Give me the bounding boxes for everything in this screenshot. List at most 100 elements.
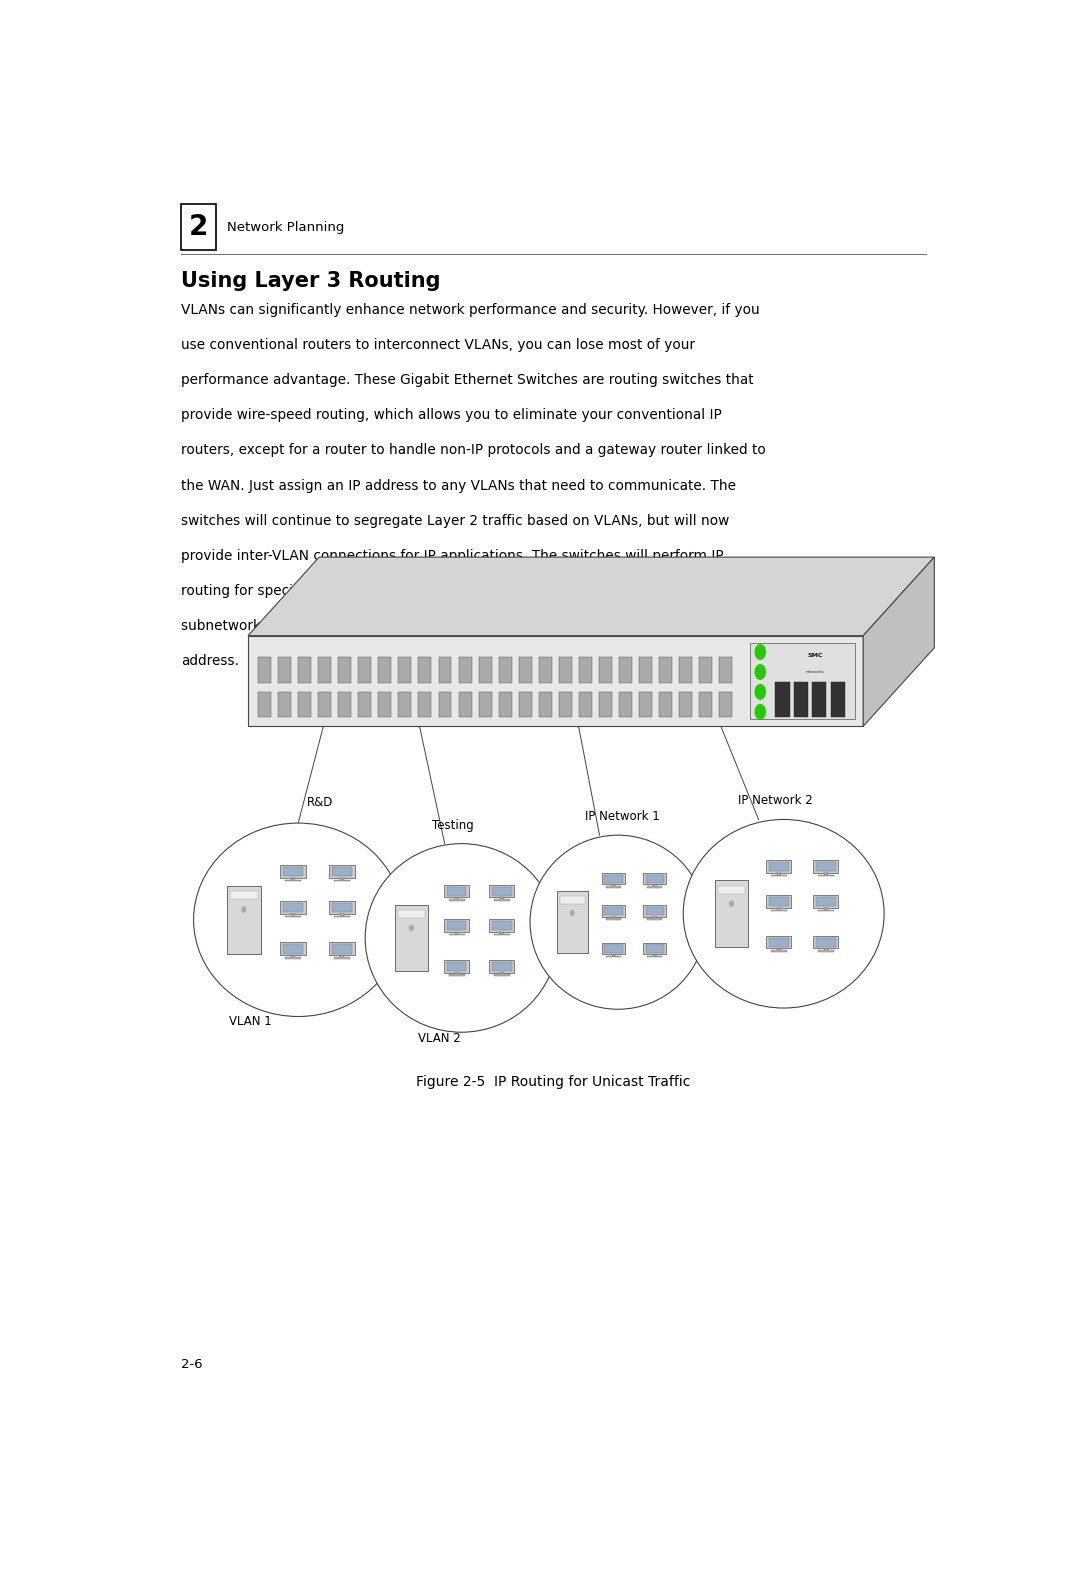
FancyBboxPatch shape bbox=[599, 658, 612, 683]
FancyBboxPatch shape bbox=[298, 692, 311, 717]
FancyBboxPatch shape bbox=[518, 658, 531, 683]
Circle shape bbox=[755, 705, 766, 719]
FancyBboxPatch shape bbox=[444, 884, 469, 896]
FancyBboxPatch shape bbox=[278, 658, 291, 683]
Text: provide inter-VLAN connections for IP applications. The switches will perform IP: provide inter-VLAN connections for IP ap… bbox=[181, 548, 724, 562]
FancyBboxPatch shape bbox=[329, 865, 355, 878]
FancyBboxPatch shape bbox=[699, 692, 712, 717]
Circle shape bbox=[755, 645, 766, 659]
FancyBboxPatch shape bbox=[258, 692, 271, 717]
FancyBboxPatch shape bbox=[494, 934, 510, 936]
FancyBboxPatch shape bbox=[646, 874, 664, 882]
FancyBboxPatch shape bbox=[489, 959, 514, 972]
Polygon shape bbox=[500, 972, 504, 975]
FancyBboxPatch shape bbox=[644, 906, 666, 917]
Text: VLAN 2: VLAN 2 bbox=[418, 1031, 461, 1046]
Text: the WAN. Just assign an IP address to any VLANs that need to communicate. The: the WAN. Just assign an IP address to an… bbox=[181, 479, 737, 493]
Polygon shape bbox=[824, 948, 828, 950]
FancyBboxPatch shape bbox=[459, 692, 472, 717]
Text: provide wire-speed routing, which allows you to eliminate your conventional IP: provide wire-speed routing, which allows… bbox=[181, 408, 721, 422]
Text: IP Network 2: IP Network 2 bbox=[738, 794, 812, 807]
Ellipse shape bbox=[365, 843, 557, 1031]
FancyBboxPatch shape bbox=[558, 658, 571, 683]
FancyBboxPatch shape bbox=[230, 892, 258, 900]
FancyBboxPatch shape bbox=[283, 903, 303, 912]
Text: IP Network 1: IP Network 1 bbox=[585, 810, 660, 823]
FancyBboxPatch shape bbox=[332, 867, 352, 876]
FancyBboxPatch shape bbox=[579, 658, 592, 683]
Polygon shape bbox=[340, 955, 345, 958]
FancyBboxPatch shape bbox=[492, 962, 512, 970]
Polygon shape bbox=[611, 955, 616, 956]
FancyBboxPatch shape bbox=[444, 920, 469, 933]
FancyBboxPatch shape bbox=[718, 885, 745, 893]
FancyBboxPatch shape bbox=[646, 945, 664, 953]
FancyBboxPatch shape bbox=[769, 862, 788, 871]
Circle shape bbox=[570, 911, 573, 915]
Polygon shape bbox=[500, 896, 504, 900]
FancyBboxPatch shape bbox=[447, 962, 467, 970]
FancyBboxPatch shape bbox=[278, 692, 291, 717]
FancyBboxPatch shape bbox=[518, 692, 531, 717]
FancyBboxPatch shape bbox=[770, 874, 786, 876]
FancyBboxPatch shape bbox=[447, 922, 467, 931]
FancyBboxPatch shape bbox=[605, 907, 623, 915]
FancyBboxPatch shape bbox=[285, 915, 301, 917]
FancyBboxPatch shape bbox=[816, 898, 836, 906]
Text: 2-6: 2-6 bbox=[181, 1358, 203, 1371]
FancyBboxPatch shape bbox=[399, 658, 411, 683]
FancyBboxPatch shape bbox=[319, 692, 332, 717]
FancyBboxPatch shape bbox=[359, 658, 372, 683]
FancyBboxPatch shape bbox=[818, 950, 834, 951]
FancyBboxPatch shape bbox=[394, 904, 428, 972]
FancyBboxPatch shape bbox=[332, 903, 352, 912]
Polygon shape bbox=[863, 557, 934, 727]
FancyBboxPatch shape bbox=[770, 950, 786, 951]
FancyBboxPatch shape bbox=[494, 900, 510, 901]
FancyBboxPatch shape bbox=[334, 879, 350, 881]
FancyBboxPatch shape bbox=[332, 945, 352, 953]
Polygon shape bbox=[291, 955, 295, 958]
Text: performance advantage. These Gigabit Ethernet Switches are routing switches that: performance advantage. These Gigabit Eth… bbox=[181, 374, 754, 388]
FancyBboxPatch shape bbox=[489, 920, 514, 933]
Polygon shape bbox=[653, 884, 657, 885]
FancyBboxPatch shape bbox=[478, 692, 491, 717]
FancyBboxPatch shape bbox=[298, 658, 311, 683]
FancyBboxPatch shape bbox=[539, 658, 552, 683]
FancyBboxPatch shape bbox=[438, 658, 451, 683]
FancyBboxPatch shape bbox=[329, 942, 355, 955]
FancyBboxPatch shape bbox=[378, 692, 391, 717]
FancyBboxPatch shape bbox=[679, 658, 692, 683]
Text: Figure 2-5  IP Routing for Unicast Traffic: Figure 2-5 IP Routing for Unicast Traffi… bbox=[416, 1074, 691, 1088]
Ellipse shape bbox=[684, 820, 885, 1008]
FancyBboxPatch shape bbox=[766, 860, 792, 873]
Polygon shape bbox=[248, 557, 934, 636]
Circle shape bbox=[755, 685, 766, 699]
Polygon shape bbox=[777, 948, 781, 950]
Circle shape bbox=[730, 901, 733, 906]
FancyBboxPatch shape bbox=[329, 901, 355, 914]
FancyBboxPatch shape bbox=[775, 683, 789, 716]
Polygon shape bbox=[291, 878, 295, 879]
FancyBboxPatch shape bbox=[319, 658, 332, 683]
Ellipse shape bbox=[530, 835, 706, 1010]
FancyBboxPatch shape bbox=[818, 874, 834, 876]
FancyBboxPatch shape bbox=[769, 937, 788, 947]
FancyBboxPatch shape bbox=[334, 915, 350, 917]
FancyBboxPatch shape bbox=[619, 658, 632, 683]
FancyBboxPatch shape bbox=[492, 887, 512, 895]
FancyBboxPatch shape bbox=[478, 658, 491, 683]
Circle shape bbox=[409, 925, 414, 931]
FancyBboxPatch shape bbox=[438, 692, 451, 717]
FancyBboxPatch shape bbox=[659, 692, 672, 717]
FancyBboxPatch shape bbox=[558, 692, 571, 717]
FancyBboxPatch shape bbox=[818, 909, 834, 911]
Polygon shape bbox=[824, 873, 828, 874]
FancyBboxPatch shape bbox=[397, 911, 424, 918]
FancyBboxPatch shape bbox=[644, 942, 666, 955]
FancyBboxPatch shape bbox=[605, 945, 623, 953]
FancyBboxPatch shape bbox=[227, 885, 261, 955]
FancyBboxPatch shape bbox=[602, 906, 625, 917]
Polygon shape bbox=[777, 873, 781, 874]
FancyBboxPatch shape bbox=[338, 692, 351, 717]
